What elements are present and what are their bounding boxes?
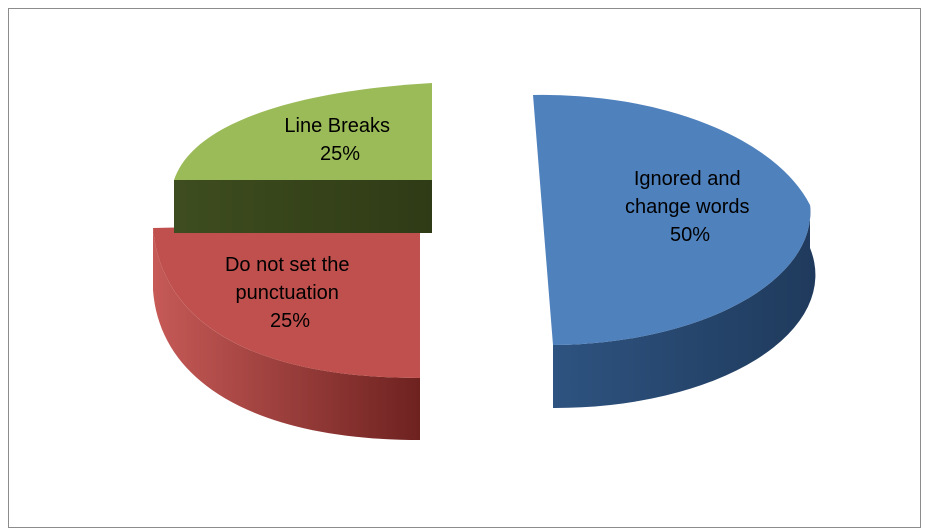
slice-side-line-breaks bbox=[174, 180, 432, 233]
slice-top-punctuation bbox=[153, 222, 420, 378]
slice-label-ignored-line1: Ignored and bbox=[634, 168, 741, 190]
pie-slice-line-breaks bbox=[174, 83, 432, 233]
slice-value-line-breaks: 25% bbox=[320, 143, 360, 165]
slice-label-punctuation-line2: punctuation bbox=[236, 282, 339, 304]
slice-top-line-breaks bbox=[174, 83, 432, 180]
slice-label-ignored-line2: change words bbox=[625, 196, 750, 218]
svg-text:Do not set the punctuation: Do not set the punctuation 25% bbox=[225, 254, 355, 332]
slice-label-punctuation-line1: Do not set the bbox=[225, 254, 350, 276]
pie-chart: Line Breaks 25% Do not set the punctuati… bbox=[153, 83, 816, 440]
slice-side-ignored bbox=[553, 205, 816, 409]
slice-value-punctuation: 25% bbox=[270, 310, 310, 332]
slice-top-ignored bbox=[533, 94, 811, 345]
slice-side-punctuation bbox=[153, 228, 420, 440]
slice-value-ignored: 50% bbox=[670, 224, 710, 246]
svg-text:Line Breaks 25%: Line Breaks 25% bbox=[284, 115, 395, 165]
pie-slice-ignored-and-change-words bbox=[533, 94, 816, 409]
svg-text:Ignored and change words: Ignored and change words 50% bbox=[625, 168, 755, 246]
slice-label-line-breaks: Line Breaks bbox=[284, 115, 390, 137]
pie-slice-do-not-set-the-punctuation bbox=[153, 222, 420, 440]
